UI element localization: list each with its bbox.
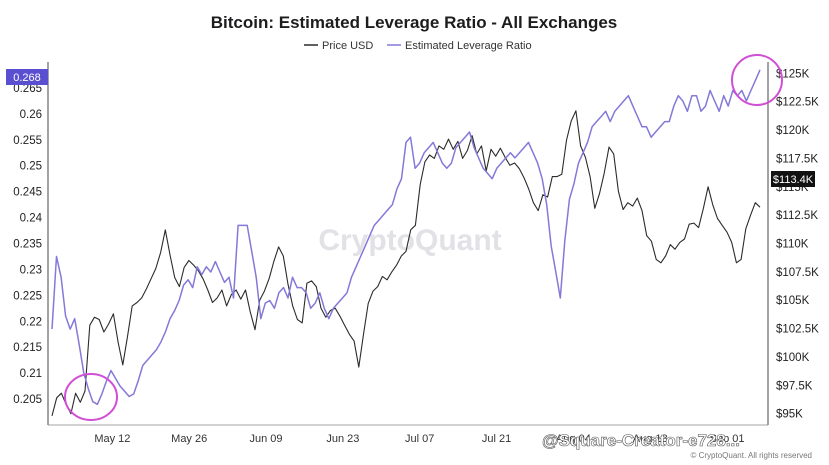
x-tick-label: May 26 xyxy=(171,433,207,445)
left-tick-label: 0.225 xyxy=(13,290,42,302)
x-axis: May 12 May 26 Jun 09 Jun 23 Jul 07 Jul 21 Aug … xyxy=(94,433,744,445)
current-leverage-label: 0.268 xyxy=(13,72,41,84)
x-tick-label: Jun 09 xyxy=(250,433,283,445)
right-tick-label: $122.5K xyxy=(776,97,819,109)
right-tick-label: $105K xyxy=(776,295,810,307)
x-tick-label: Sep 01 xyxy=(710,433,745,445)
right-tick-label: $102.5K xyxy=(776,324,819,336)
right-tick-label: $100K xyxy=(776,352,810,364)
left-tick-label: 0.26 xyxy=(20,109,42,121)
right-tick-label: $117.5K xyxy=(776,153,818,165)
annotation-circle-peak xyxy=(731,54,783,106)
left-tick-label: 0.255 xyxy=(13,135,42,147)
left-tick-label: 0.205 xyxy=(13,394,42,406)
left-tick-label: 0.265 xyxy=(13,83,42,95)
x-tick-label: Jul 21 xyxy=(482,433,511,445)
left-tick-label: 0.215 xyxy=(13,342,42,354)
left-tick-label: 0.235 xyxy=(13,239,42,251)
x-tick-label: Aug 04 xyxy=(556,433,591,445)
footer-copyright: © CryptoQuant. All rights reserved xyxy=(691,451,813,460)
x-tick-label: Jul 07 xyxy=(405,433,434,445)
left-tick-label: 0.23 xyxy=(20,264,42,276)
overlay-handle: @Square-Creator-e728... xyxy=(542,431,740,450)
legend-label-leverage[interactable]: Estimated Leverage Ratio xyxy=(405,40,532,52)
x-tick-label: Aug 18 xyxy=(633,433,668,445)
left-tick-label: 0.22 xyxy=(20,316,42,328)
left-tick-label: 0.24 xyxy=(20,213,43,225)
right-tick-label: $107.5K xyxy=(776,267,819,279)
current-price-tag xyxy=(771,171,815,187)
series-line-estimated-leverage-ratio xyxy=(51,69,761,406)
current-leverage-tag xyxy=(6,69,48,85)
annotation-circle-lows xyxy=(64,373,118,421)
right-tick-label: $120K xyxy=(776,125,810,137)
right-tick-label: $97.5K xyxy=(776,380,813,392)
right-tick-label: $110K xyxy=(776,239,809,251)
right-tick-label: $112.5K xyxy=(776,210,818,222)
watermark: CryptoQuant xyxy=(318,224,501,257)
right-tick-label: $125K xyxy=(776,68,810,80)
right-tick-label: $95K xyxy=(776,409,803,421)
chart-title: Bitcoin: Estimated Leverage Ratio - All … xyxy=(211,13,618,32)
left-axis: 0.205 0.21 0.215 0.22 0.225 0.23 0.235 0.24 0.24… xyxy=(13,83,42,406)
x-tick-label: Jun 23 xyxy=(326,433,359,445)
series-layer xyxy=(51,69,761,417)
legend-label-price[interactable]: Price USD xyxy=(322,40,373,52)
legend: Price USD Estimated Leverage Ratio xyxy=(304,40,532,52)
left-tick-label: 0.21 xyxy=(20,368,42,380)
left-tick-label: 0.245 xyxy=(13,187,42,199)
right-axis: $95K $97.5K $100K $102.5K $105K $107.5K $110K $… xyxy=(776,68,819,420)
current-price-label: $113.4K xyxy=(773,174,814,186)
x-tick-label: May 12 xyxy=(94,433,130,445)
series-line-price-usd xyxy=(51,110,761,417)
left-tick-label: 0.25 xyxy=(20,161,42,173)
